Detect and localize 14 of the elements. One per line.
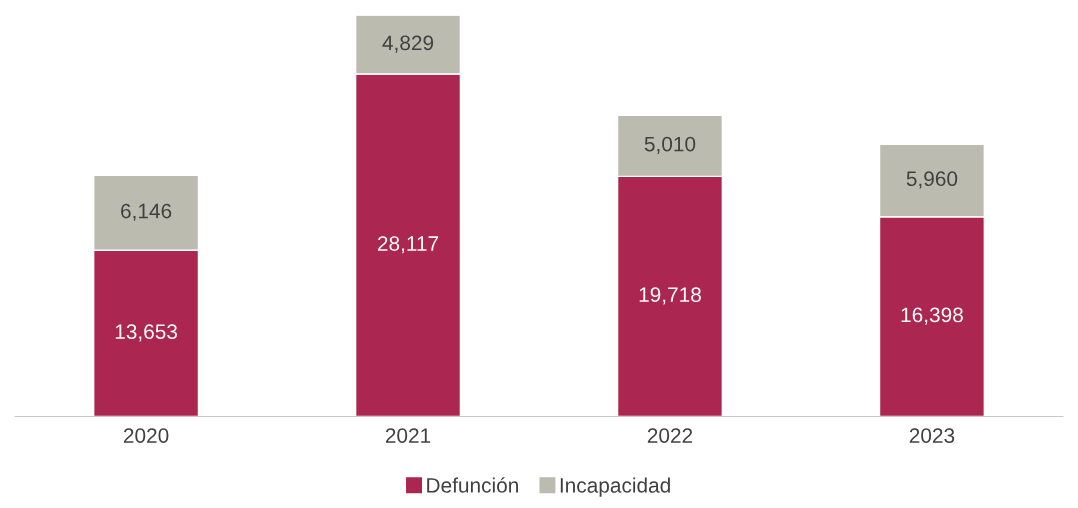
x-tick-label: 2020 (123, 428, 169, 443)
x-tick-label: 2022 (647, 428, 693, 443)
legend-label: Incapacidad (560, 477, 670, 497)
data-label: 5,010 (644, 136, 696, 154)
data-label: 13,653 (115, 324, 178, 342)
data-label: 4,829 (382, 35, 434, 53)
data-label: 6,146 (121, 203, 172, 221)
data-label: 5,960 (906, 171, 958, 189)
data-label: 16,398 (901, 307, 963, 325)
legend-label: Defunción (427, 477, 518, 493)
x-tick-label: 2021 (385, 428, 431, 443)
data-label: 19,718 (639, 287, 701, 305)
x-tick-label: 2023 (909, 428, 955, 443)
data-label: 28,117 (377, 236, 439, 254)
